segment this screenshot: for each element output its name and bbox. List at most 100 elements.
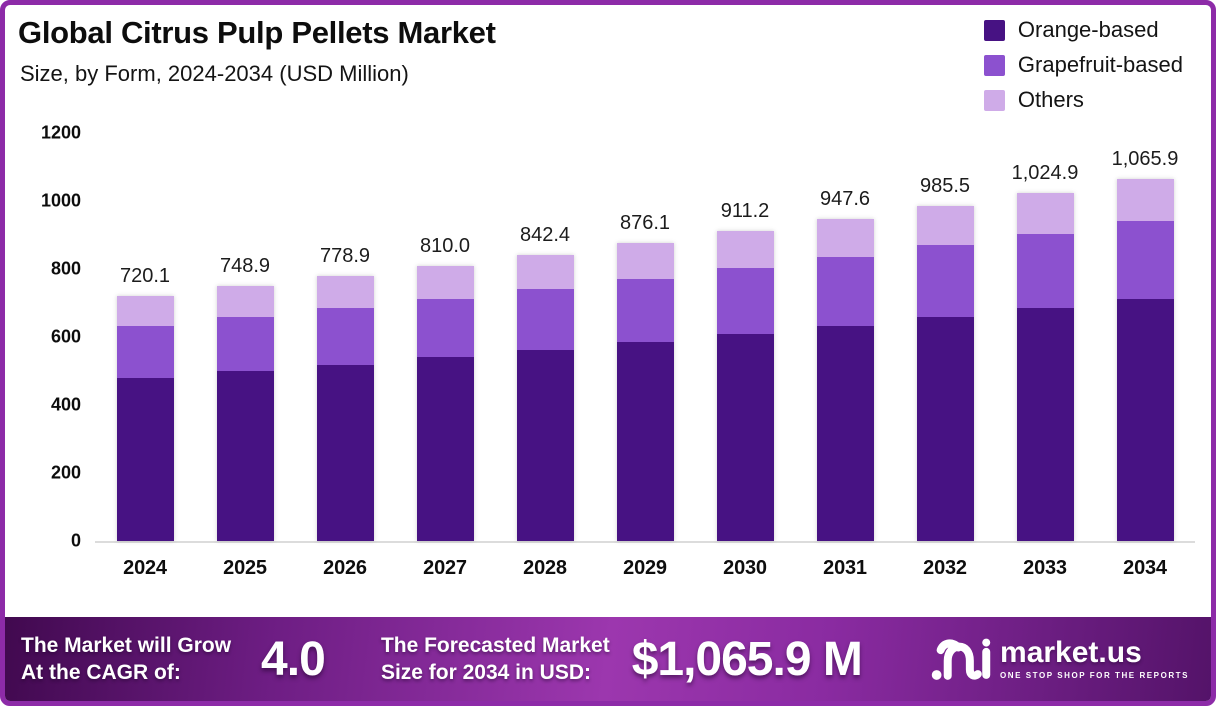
legend-label: Orange-based — [1017, 17, 1159, 42]
bar-stack — [916, 205, 974, 541]
y-tick-label: 0 — [70, 530, 81, 551]
bar-segment-others — [816, 218, 874, 257]
bar-group-2031: 947.6 — [795, 133, 895, 541]
legend-swatch-icon — [983, 54, 1005, 76]
bar-segment-orange-based — [216, 371, 274, 541]
bar-segment-orange-based — [316, 364, 374, 541]
y-tick-label: 600 — [50, 326, 81, 347]
bar-total-label: 720.1 — [119, 265, 171, 288]
bar-segment-others — [916, 205, 974, 246]
x-tick-label-2032: 2032 — [923, 557, 967, 579]
x-tick-label-2034: 2034 — [1123, 557, 1167, 579]
forecast-label-line2: Size for 2034 in USD: — [380, 661, 591, 684]
bar-segment-grapefruit-based — [116, 325, 174, 379]
chart-subtitle: Size, by Form, 2024-2034 (USD Million) — [20, 61, 409, 86]
x-tick-label-2033: 2033 — [1023, 557, 1067, 579]
y-tick-label: 1200 — [40, 122, 81, 143]
x-tick-label-2027: 2027 — [423, 557, 467, 579]
cagr-label-line1: The Market will Grow — [21, 633, 232, 657]
legend-item-others: Others — [983, 87, 1183, 113]
bar-segment-grapefruit-based — [616, 278, 674, 343]
bar-segment-grapefruit-based — [1016, 233, 1074, 309]
legend-label: Others — [1017, 87, 1084, 112]
footer-banner: The Market will Grow At the CAGR of: 4.0… — [5, 617, 1211, 701]
bar-stack — [616, 243, 674, 541]
bar-segment-others — [316, 276, 374, 308]
bars-container: 720.1 748.9 778.9 810.0 842.4 876.1 911.2 947.6… — [95, 133, 1195, 541]
bar-group-2033: 1,024.9 — [995, 133, 1095, 541]
chart-title: Global Citrus Pulp Pellets Market — [18, 15, 496, 50]
bar-group-2027: 810.0 — [395, 133, 495, 541]
bar-segment-grapefruit-based — [916, 245, 974, 317]
legend: Orange-based Grapefruit-based Others — [983, 17, 1183, 113]
x-tick-label-2030: 2030 — [723, 557, 767, 579]
y-tick-label: 200 — [50, 462, 81, 483]
forecast-label: The Forecasted Market Size for 2034 in U… — [381, 632, 610, 687]
bar-segment-orange-based — [1016, 308, 1074, 541]
bar-segment-others — [516, 254, 574, 289]
bar-total-label: 810.0 — [419, 234, 471, 257]
bar-segment-orange-based — [716, 333, 774, 541]
bar-group-2025: 748.9 — [195, 133, 295, 541]
x-tick-label-2029: 2029 — [623, 557, 667, 579]
bar-segment-grapefruit-based — [816, 256, 874, 326]
bar-group-2029: 876.1 — [595, 133, 695, 541]
marketus-logo-icon — [931, 638, 991, 680]
legend-swatch-icon — [983, 19, 1005, 41]
bar-segment-orange-based — [516, 349, 574, 541]
plot-area: 720.1 748.9 778.9 810.0 842.4 876.1 911.2 947.6… — [95, 133, 1195, 543]
forecast-value: $1,065.9 M — [631, 632, 863, 686]
bar-group-2034: 1,065.9 — [1095, 133, 1195, 541]
cagr-value: 4.0 — [261, 632, 326, 686]
bar-segment-others — [416, 265, 474, 299]
bar-total-label: 1,065.9 — [1111, 147, 1179, 170]
logo-name: market.us — [1000, 636, 1142, 669]
x-tick-label-2024: 2024 — [123, 557, 167, 579]
bar-segment-others — [616, 243, 674, 279]
bar-segment-orange-based — [1116, 298, 1174, 541]
x-tick-label-2025: 2025 — [223, 557, 267, 579]
marketus-logo: market.us ONE STOP SHOP FOR THE REPORTS — [930, 633, 1189, 685]
bar-group-2026: 778.9 — [295, 133, 395, 541]
legend-label: Grapefruit-based — [1017, 52, 1183, 77]
bar-total-label: 778.9 — [319, 245, 371, 268]
bar-segment-orange-based — [416, 357, 474, 541]
y-tick-label: 800 — [50, 258, 81, 279]
logo-tagline: ONE STOP SHOP FOR THE REPORTS — [1000, 671, 1189, 680]
bar-segment-orange-based — [816, 325, 874, 541]
bar-segment-others — [716, 231, 774, 268]
bar-total-label: 748.9 — [219, 255, 271, 278]
bar-segment-grapefruit-based — [1116, 220, 1174, 299]
bar-group-2030: 911.2 — [695, 133, 795, 541]
logo-text-column: market.us ONE STOP SHOP FOR THE REPORTS — [1000, 636, 1189, 681]
bar-group-2032: 985.5 — [895, 133, 995, 541]
legend-item-grapefruit-based: Grapefruit-based — [983, 52, 1183, 78]
bar-segment-grapefruit-based — [316, 307, 374, 365]
y-tick-label: 1000 — [40, 190, 81, 211]
bar-group-2024: 720.1 — [95, 133, 195, 541]
bar-segment-others — [216, 286, 274, 317]
bar-group-2028: 842.4 — [495, 133, 595, 541]
bar-total-label: 842.4 — [519, 223, 571, 246]
bar-total-label: 985.5 — [919, 174, 971, 197]
bar-total-label: 911.2 — [720, 200, 770, 223]
x-axis: 2024 2025 2026 2027 2028 2029 2030 2031 2032 2033… — [95, 557, 1195, 580]
bar-segment-grapefruit-based — [716, 267, 774, 334]
bar-segment-grapefruit-based — [516, 288, 574, 350]
bar-segment-others — [1016, 192, 1074, 234]
bar-segment-others — [116, 296, 174, 326]
bar-segment-orange-based — [616, 342, 674, 541]
cagr-label-line2: At the CAGR of: — [21, 661, 181, 684]
bar-total-label: 947.6 — [819, 187, 871, 210]
bar-stack — [116, 296, 174, 541]
bar-segment-grapefruit-based — [416, 298, 474, 358]
forecast-group: The Forecasted Market Size for 2034 in U… — [381, 632, 863, 687]
x-tick-label-2026: 2026 — [323, 557, 367, 579]
bar-total-label: 1,024.9 — [1011, 161, 1079, 184]
y-axis: 0 200 400 600 800 1000 1200 — [15, 123, 81, 551]
legend-swatch-icon — [983, 89, 1005, 111]
y-tick-label: 400 — [50, 394, 81, 415]
cagr-group: The Market will Grow At the CAGR of: 4.0 — [21, 632, 326, 687]
x-tick-label-2031: 2031 — [823, 557, 867, 579]
